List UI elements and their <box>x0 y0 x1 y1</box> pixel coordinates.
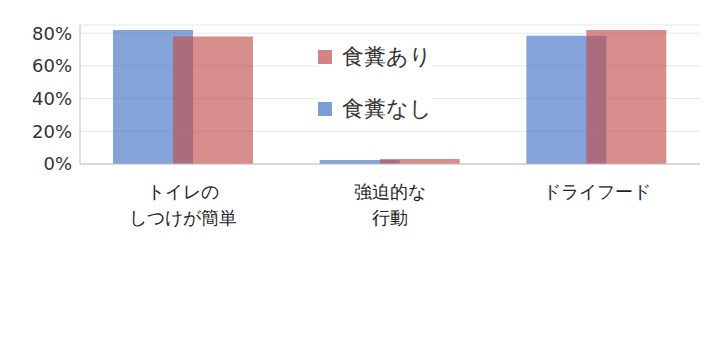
html-text:食糞なし: 食糞なし <box>342 96 432 121</box>
html-text:食糞あり: 食糞あり <box>342 44 432 69</box>
svg-text:ドライフード: ドライフード <box>543 181 651 202</box>
svg-text:20%: 20% <box>32 121 72 142</box>
svg-text:80%: 80% <box>32 23 72 44</box>
svg-text:トイレのしつけが簡単: トイレのしつけが簡単 <box>129 181 237 228</box>
svg-text:60%: 60% <box>32 55 72 76</box>
svg-text:強迫的な行動: 強迫的な行動 <box>354 181 426 228</box>
svg-text:0%: 0% <box>43 153 72 174</box>
svg-text:40%: 40% <box>32 88 72 109</box>
